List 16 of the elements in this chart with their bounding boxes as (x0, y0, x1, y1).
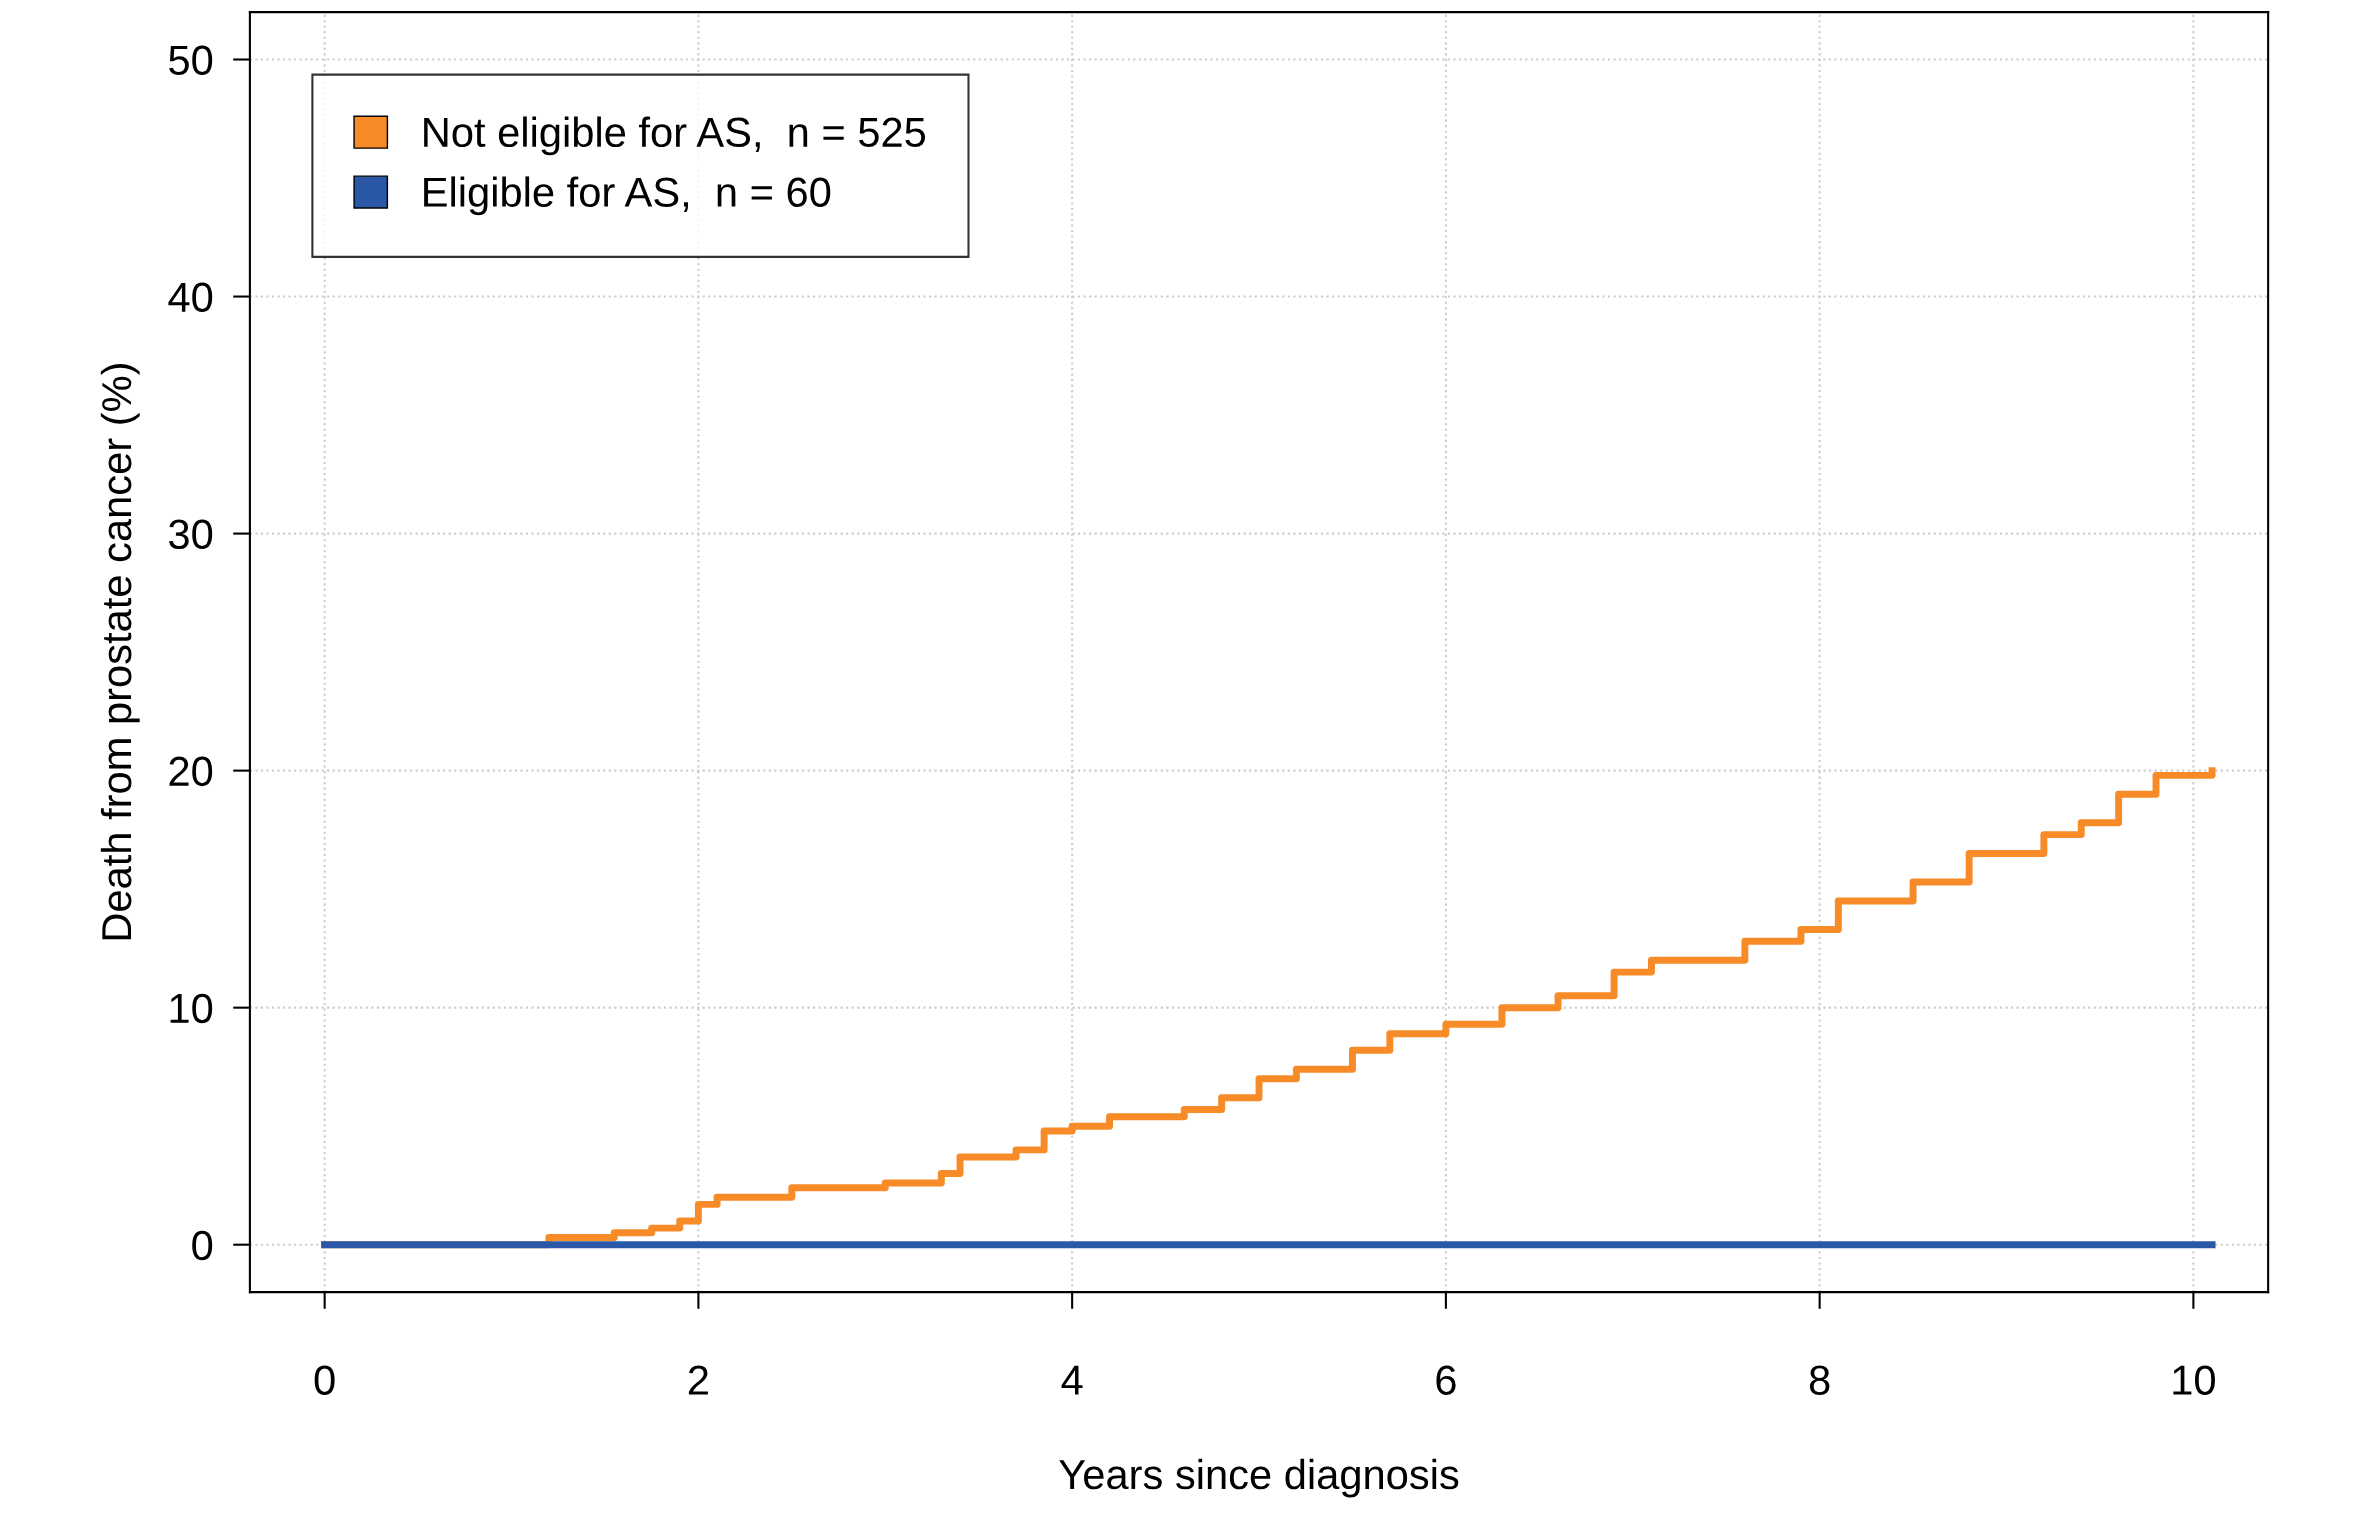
y-tick-label: 10 (170, 993, 213, 1024)
y-tick-label: 40 (168, 282, 213, 313)
y-axis-title: Death from prostate cancer (%) (100, 364, 140, 940)
legend-label: Not eligible for AS, n = 525 (424, 116, 926, 156)
y-tick-label: 50 (169, 45, 213, 76)
y-tick-label: 30 (169, 519, 213, 550)
legend-label: Eligible for AS, n = 60 (424, 176, 831, 216)
x-tick-label: 8 (1809, 1365, 1830, 1395)
x-tick-label: 4 (1061, 1365, 1083, 1395)
x-tick-label: 10 (2173, 1365, 2215, 1395)
x-tick-label: 0 (314, 1365, 335, 1395)
x-tick-label: 6 (1436, 1365, 1456, 1395)
x-tick-label: 2 (688, 1365, 708, 1395)
x-axis-title: Years since diagnosis (1059, 1458, 1459, 1498)
y-tick-label: 0 (192, 1230, 213, 1261)
y-tick-label: 20 (169, 756, 213, 787)
